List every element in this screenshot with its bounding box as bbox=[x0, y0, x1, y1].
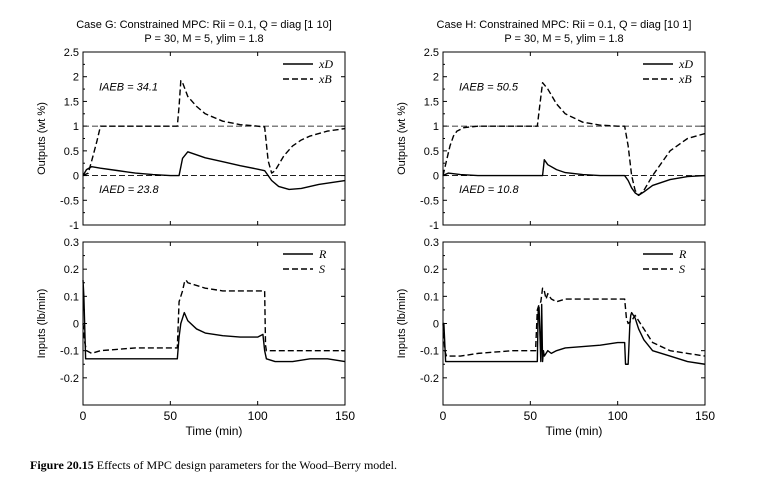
x-tick-label: 100 bbox=[608, 409, 628, 423]
annotation-iae-b: IAEB = 34.1 bbox=[99, 82, 158, 94]
y-tick-label: 0 bbox=[73, 319, 79, 331]
y-tick-label: 1.5 bbox=[424, 96, 439, 108]
legend-label-xd: xD bbox=[318, 57, 333, 71]
series-line-r bbox=[443, 303, 706, 365]
y-tick-label: -0.5 bbox=[60, 195, 79, 207]
x-axis-label: Time (min) bbox=[546, 424, 603, 438]
y-tick-label: 0.1 bbox=[424, 291, 439, 303]
annotation-iae-d: IAED = 23.8 bbox=[99, 184, 160, 196]
y-axis-label: Outputs (wt %) bbox=[36, 102, 48, 175]
chart-caseH-inputs: 0.3 0.2 0.1 0 -0.1 -0.2 0 50 100 150 Time (min) Inp… bbox=[396, 237, 715, 438]
x-tick-label: 0 bbox=[440, 409, 447, 423]
y-tick-label: -0.2 bbox=[420, 373, 439, 385]
y-tick-label: 1 bbox=[433, 121, 439, 133]
legend-label-xb: xB bbox=[318, 72, 332, 86]
y-tick-label: 2.5 bbox=[64, 47, 79, 59]
y-tick-label: -1 bbox=[69, 220, 79, 232]
series-line-xb bbox=[442, 81, 706, 197]
y-tick-label: 0.1 bbox=[64, 291, 79, 303]
x-axis-label: Time (min) bbox=[186, 424, 243, 438]
legend-label-xb: xB bbox=[678, 72, 692, 86]
y-tick-label: 2 bbox=[73, 72, 79, 84]
x-tick-label: 150 bbox=[695, 409, 715, 423]
caption-text: Effects of MPC design parameters for the… bbox=[96, 458, 397, 472]
y-axis-label: Inputs (lb/min) bbox=[36, 289, 48, 359]
x-tick-label: 0 bbox=[80, 409, 87, 423]
series-line-s bbox=[442, 287, 706, 357]
y-tick-label: 1 bbox=[73, 121, 79, 133]
caption-label: Figure 20.15 bbox=[30, 458, 94, 472]
x-tick-label: 100 bbox=[248, 409, 268, 423]
y-tick-label: 0.2 bbox=[64, 264, 79, 276]
y-tick-label: -1 bbox=[429, 220, 439, 232]
legend-label-s: S bbox=[319, 262, 325, 276]
y-tick-label: 2.5 bbox=[424, 47, 439, 59]
chart-caseG-inputs: 0.3 0.2 0.1 0 -0.1 -0.2 0 50 100 150 Time (min) Inp… bbox=[36, 237, 355, 438]
legend-label-r: R bbox=[678, 247, 687, 261]
y-tick-label: 1.5 bbox=[64, 96, 79, 108]
y-tick-label: 0.5 bbox=[424, 146, 439, 158]
x-tick-label: 150 bbox=[335, 409, 355, 423]
chart-title: Case H: Constrained MPC: Rii = 0.1, Q = … bbox=[437, 19, 692, 31]
legend-label-r: R bbox=[318, 247, 327, 261]
y-tick-label: 0.3 bbox=[64, 237, 79, 249]
y-tick-label: 0.2 bbox=[424, 264, 439, 276]
annotation-iae-b: IAEB = 50.5 bbox=[459, 82, 519, 94]
y-axis-label: Outputs (wt %) bbox=[396, 102, 408, 175]
y-tick-label: 2 bbox=[433, 72, 439, 84]
figure-caption: Figure 20.15 Effects of MPC design param… bbox=[30, 458, 397, 473]
chart-subtitle: P = 30, M = 5, ylim = 1.8 bbox=[144, 33, 263, 45]
y-tick-label: 0.3 bbox=[424, 237, 439, 249]
y-tick-label: 0 bbox=[73, 171, 79, 183]
legend-label-s: S bbox=[679, 262, 685, 276]
chart-subtitle: P = 30, M = 5, ylim = 1.8 bbox=[504, 33, 623, 45]
plot-frame bbox=[82, 51, 346, 226]
series-line-xb bbox=[82, 79, 346, 177]
y-tick-label: -0.2 bbox=[60, 373, 79, 385]
chart-caseG-outputs: Case G: Constrained MPC: Rii = 0.1, Q = … bbox=[36, 19, 346, 232]
plot-frame bbox=[82, 241, 346, 406]
y-tick-label: 0 bbox=[433, 319, 439, 331]
series-line-r bbox=[82, 279, 346, 363]
legend-label-xd: xD bbox=[678, 57, 693, 71]
plot-frame bbox=[442, 51, 706, 226]
series-line-s bbox=[82, 279, 345, 355]
x-tick-label: 50 bbox=[164, 409, 178, 423]
chart-caseH-outputs: Case H: Constrained MPC: Rii = 0.1, Q = … bbox=[396, 19, 706, 232]
y-axis-label: Inputs (lb/min) bbox=[396, 289, 408, 359]
y-tick-label: -0.5 bbox=[420, 195, 439, 207]
y-tick-label: -0.1 bbox=[420, 346, 439, 358]
series-line-xd bbox=[82, 151, 346, 191]
annotation-iae-d: IAED = 10.8 bbox=[459, 184, 520, 196]
series-line-xd bbox=[442, 159, 706, 197]
y-tick-label: -0.1 bbox=[60, 346, 79, 358]
plot-frame bbox=[442, 241, 706, 406]
y-tick-label: 0.5 bbox=[64, 146, 79, 158]
x-tick-label: 50 bbox=[524, 409, 538, 423]
y-tick-label: 0 bbox=[433, 171, 439, 183]
chart-title: Case G: Constrained MPC: Rii = 0.1, Q = … bbox=[76, 19, 332, 31]
